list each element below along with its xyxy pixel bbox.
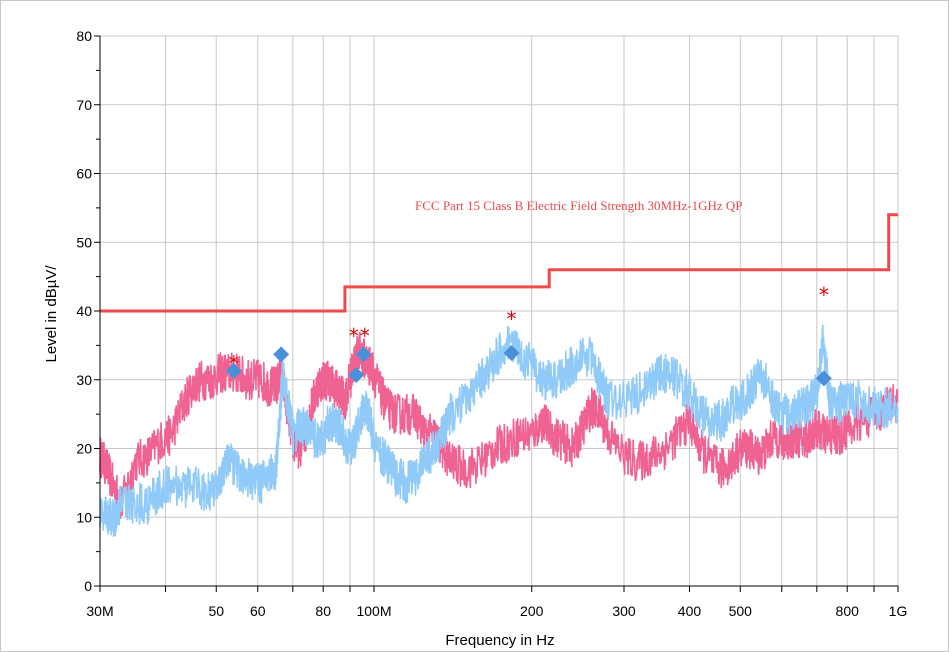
x-tick-label: 50 (208, 603, 224, 619)
x-tick-label: 300 (612, 603, 636, 619)
x-tick-label: 1G (889, 603, 908, 619)
y-axis-title: Level in dBµV/ (43, 265, 60, 363)
limit-line-label: FCC Part 15 Class B Electric Field Stren… (415, 198, 743, 213)
y-tick-label: 10 (76, 509, 92, 525)
qp-marker (503, 344, 520, 361)
qp-marker (355, 346, 372, 363)
x-tick-label: 500 (729, 603, 753, 619)
y-tick-label: 70 (76, 97, 92, 113)
peak-marker: * (349, 324, 359, 348)
y-tick-label: 0 (84, 578, 92, 594)
y-tick-label: 60 (76, 166, 92, 182)
y-tick-label: 40 (76, 303, 92, 319)
series-trace-2 (99, 324, 899, 538)
series-layer (99, 324, 899, 538)
x-tick-label: 60 (250, 603, 266, 619)
peak-marker: * (507, 307, 517, 331)
axes: 0 10 20 30 40 50 60 70 80 30M 50 60 80 100M 200 300 400 5… (76, 28, 907, 619)
x-axis-title: Frequency in Hz (445, 632, 554, 649)
peak-marker: * (360, 324, 370, 348)
x-tick-label: 100M (356, 603, 391, 619)
x-tick-label: 30M (86, 603, 113, 619)
x-tick-label: 400 (678, 603, 702, 619)
x-tick-label: 80 (315, 603, 331, 619)
limit-line (100, 213, 898, 313)
x-tick-label: 200 (520, 603, 544, 619)
y-tick-label: 30 (76, 372, 92, 388)
y-tick-label: 50 (76, 234, 92, 250)
series-trace-1 (99, 331, 899, 520)
peak-marker: * (819, 283, 829, 307)
qp-marker (348, 366, 365, 383)
limit-layer (100, 213, 898, 313)
qp-marker (815, 370, 832, 387)
y-tick-label: 80 (76, 28, 92, 44)
qp-marker (225, 362, 242, 379)
y-tick-label: 20 (76, 441, 92, 457)
x-tick-label: 800 (836, 603, 860, 619)
qp-marker (273, 346, 290, 363)
marker-layer: ***** (225, 283, 832, 387)
